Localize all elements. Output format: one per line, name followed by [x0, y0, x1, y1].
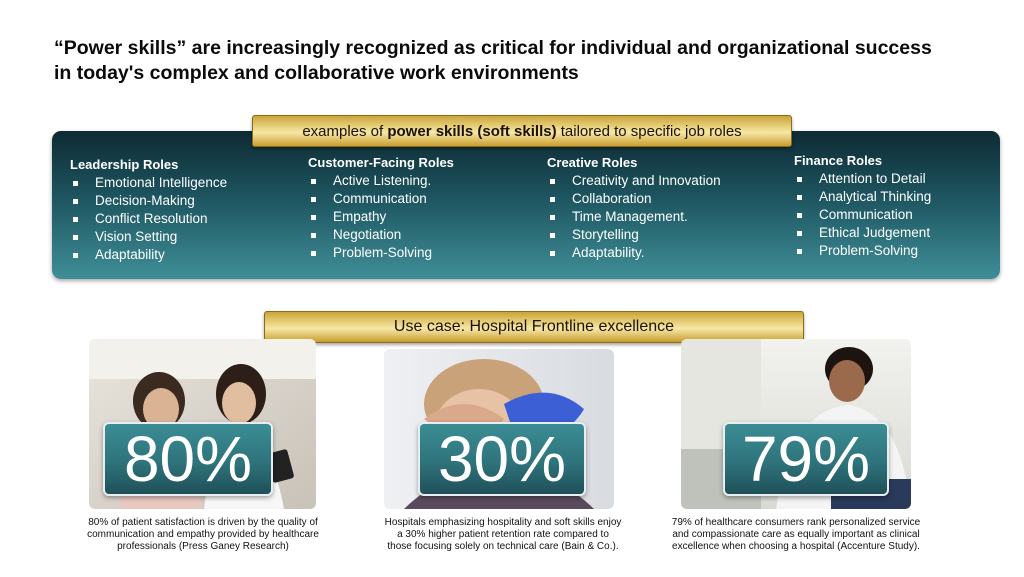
roles-banner: examples of power skills (soft skills) t…	[252, 115, 792, 147]
role-skill: Attention to Detail	[794, 170, 931, 188]
stat-caption: 80% of patient satisfaction is driven by…	[87, 517, 319, 552]
role-skill: Time Management.	[547, 208, 721, 226]
role-skill: Storytelling	[547, 226, 721, 244]
role-skill: Ethical Judgement	[794, 224, 931, 242]
role-skill: Problem-Solving	[308, 244, 454, 262]
roles-banner-suffix: tailored to specific job roles	[556, 122, 742, 140]
usecase-banner: Use case: Hospital Frontline excellence	[264, 311, 804, 343]
role-skill: Communication	[794, 206, 931, 224]
roles-banner-prefix: examples of	[302, 122, 388, 140]
role-skill: Creativity and Innovation	[547, 172, 721, 190]
role-skill: Adaptability	[70, 246, 227, 264]
role-skill: Collaboration	[547, 190, 721, 208]
role-skill: Analytical Thinking	[794, 188, 931, 206]
role-skill: Emotional Intelligence	[70, 174, 227, 192]
role-skill: Decision-Making	[70, 192, 227, 210]
role-skill: Empathy	[308, 208, 454, 226]
stat-value: 30%	[418, 422, 586, 496]
role-column-leadership: Leadership Roles Emotional Intelligence …	[70, 157, 227, 264]
role-skill: Communication	[308, 190, 454, 208]
headline: “Power skills” are increasingly recogniz…	[54, 37, 932, 84]
stat-caption: Hospitals emphasizing hospitality and so…	[384, 517, 622, 552]
role-skill: Vision Setting	[70, 228, 227, 246]
role-skill: Conflict Resolution	[70, 210, 227, 228]
role-title: Finance Roles	[794, 153, 883, 168]
role-column-finance: Finance Roles Attention to Detail Analyt…	[794, 153, 931, 260]
stat-value: 80%	[103, 422, 273, 496]
role-skill: Negotiation	[308, 226, 454, 244]
role-title: Creative Roles	[547, 155, 638, 170]
roles-banner-bold: power skills (soft skills)	[387, 122, 557, 140]
role-title: Leadership Roles	[70, 157, 179, 172]
roles-panel: Leadership Roles Emotional Intelligence …	[52, 131, 1000, 279]
role-skill: Active Listening.	[308, 172, 454, 190]
role-skill: Adaptability.	[547, 244, 721, 262]
stat-caption: 79% of healthcare consumers rank persona…	[671, 517, 921, 552]
role-title: Customer-Facing Roles	[308, 155, 454, 170]
role-column-creative: Creative Roles Creativity and Innovation…	[547, 155, 721, 262]
role-skill: Problem-Solving	[794, 242, 931, 260]
role-column-customer-facing: Customer-Facing Roles Active Listening. …	[308, 155, 454, 262]
stat-value: 79%	[723, 422, 889, 496]
